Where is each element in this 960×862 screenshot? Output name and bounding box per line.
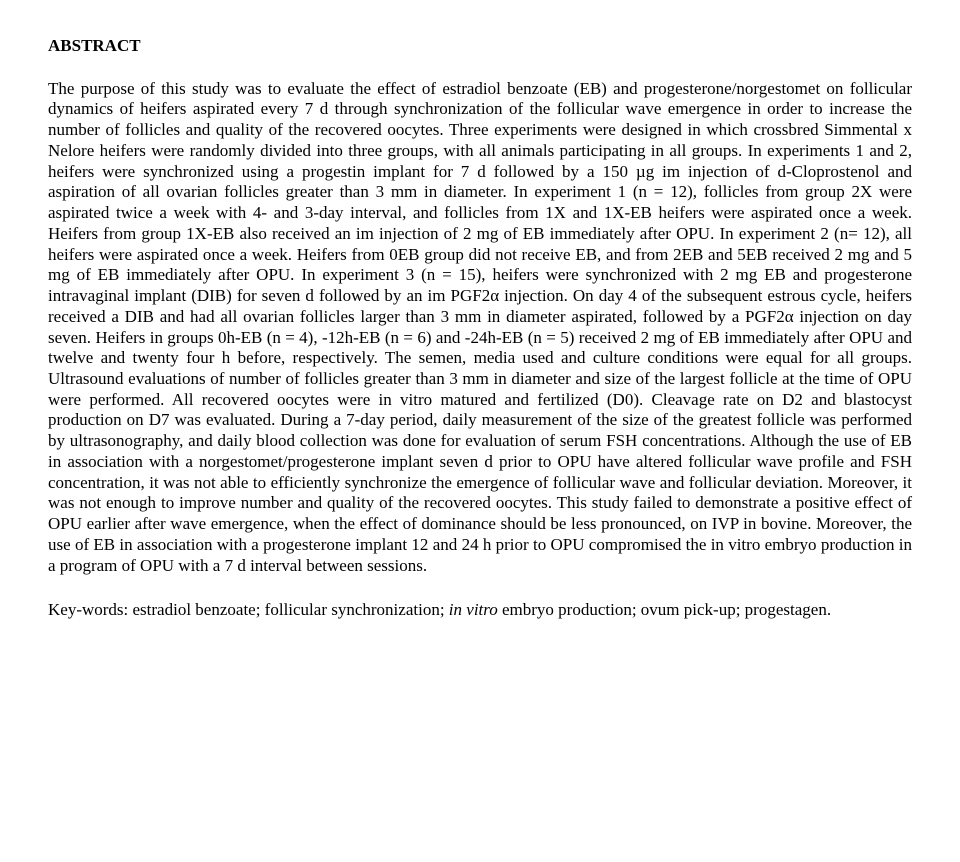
abstract-page: ABSTRACT The purpose of this study was t…	[0, 0, 960, 661]
keywords-part2: embryo production; ovum pick-up; progest…	[498, 600, 831, 619]
keywords-label: Key-words:	[48, 600, 133, 619]
abstract-title: ABSTRACT	[48, 36, 912, 57]
keywords-italic: in vitro	[449, 600, 498, 619]
keywords-line: Key-words: estradiol benzoate; follicula…	[48, 600, 912, 621]
keywords-part1: estradiol benzoate; follicular synchroni…	[133, 600, 449, 619]
abstract-body: The purpose of this study was to evaluat…	[48, 79, 912, 577]
